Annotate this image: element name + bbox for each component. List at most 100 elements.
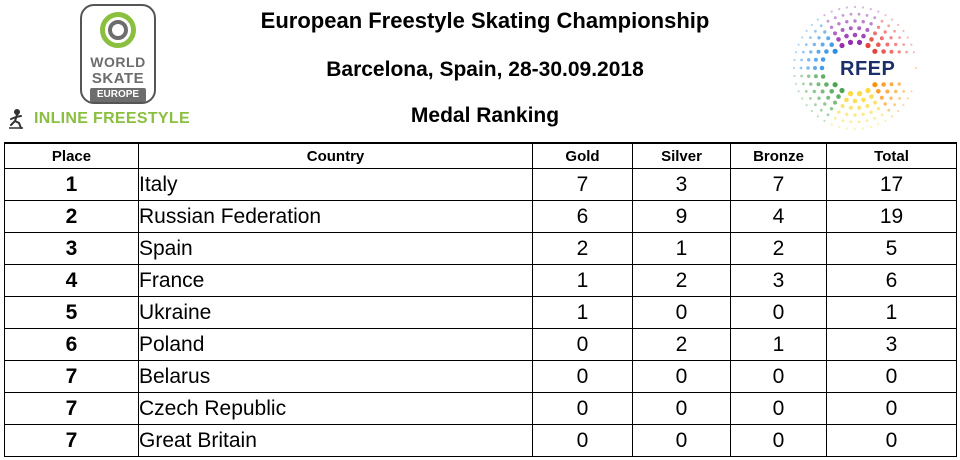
rfep-logo-dot [841,14,845,17]
rfep-logo-dot [906,97,909,100]
rfep-logo-dot [847,39,854,46]
rfep-logo-dot [823,119,826,122]
rfep-logo-dot [873,31,877,36]
rfep-logo-dot [877,10,880,13]
cell-total: 19 [826,200,957,233]
rfep-logo-dot [826,95,831,100]
rfep-logo-dot [801,97,804,100]
rfep-logo-dot [829,107,834,111]
rfep-logo-dot [802,50,805,54]
cell-bronze: 0 [730,360,827,393]
rfep-logo-dot [819,24,823,28]
cell-total: 0 [826,392,957,425]
rfep-logo-dot [841,119,845,122]
rfep-logo-dot [876,25,881,29]
column-header-country: Country [138,142,533,169]
cell-bronze: 0 [730,424,827,457]
cell-country: Russian Federation [138,200,533,233]
rfep-logo-dot [884,14,887,17]
rfep-logo [792,5,918,131]
table-row: 7 Belarus 0 0 0 0 [4,360,957,393]
rfep-logo-dot [820,74,826,79]
rfep-logo-dot [801,36,804,39]
rfep-logo-dot [813,66,817,70]
rfep-logo-text: RFEP [840,58,896,80]
table-row: 7 Czech Republic 0 0 0 0 [4,392,957,425]
rfep-logo-dot [876,89,881,94]
rfep-logo-dot [898,36,901,39]
rfep-logo-dot [872,48,878,54]
cell-total: 3 [826,328,957,361]
header: WORLD SKATE EUROPE INLINE FREESTYLE Euro… [0,0,960,140]
cell-country: Spain [138,232,533,265]
rfep-logo-dot [837,22,841,26]
rfep-logo-dot [809,36,812,39]
medal-ranking-table: Place Country Gold Silver Bronze Total 1… [4,142,957,457]
rfep-logo-dot [805,104,808,107]
rfep-logo-dot [861,20,865,24]
cell-country: Ukraine [138,296,533,329]
table-row: 4 France 1 2 3 6 [4,264,957,297]
rfep-logo-dot [844,97,849,103]
cell-place: 2 [4,200,139,233]
rfep-logo-dot [816,82,821,87]
rfep-logo-dot [889,49,894,54]
rfep-logo-dot [816,115,819,118]
rfep-logo-dot [873,116,877,120]
rfep-logo-dot [795,51,798,54]
rfep-logo-dot [833,16,837,20]
rfep-logo-dot [844,33,849,39]
cell-silver: 0 [632,392,731,425]
cell-gold: 0 [532,392,633,425]
rfep-logo-dot [816,18,819,21]
rfep-logo-dot [893,103,896,107]
cell-country: Czech Republic [138,392,533,425]
cell-country: Great Britain [138,424,533,457]
cell-gold: 7 [532,168,633,201]
cell-silver: 3 [632,168,731,201]
rfep-logo-dot [838,8,841,11]
rfep-logo-dot [807,58,811,62]
rfep-logo-dot [823,102,827,106]
rfep-logo-dot [826,36,831,41]
rfep-logo-dot [877,123,880,126]
rfep-logo-dot [897,23,900,26]
rfep-logo-dot [812,89,816,94]
location-date: Barcelona, Spain, 28-30.09.2018 [326,58,644,81]
rfep-logo-dot [865,87,871,94]
rfep-logo-dot [799,66,803,70]
cell-gold: 0 [532,360,633,393]
cell-total: 6 [826,264,957,297]
table-row: 1 Italy 7 3 7 17 [4,168,957,201]
rfep-logo-dot [793,58,796,62]
cell-place: 6 [4,328,139,361]
rfep-logo-dot [817,96,821,100]
cell-silver: 2 [632,328,731,361]
logo-europe-text: EUROPE [90,88,146,102]
rfep-logo-dot [809,97,812,100]
cell-bronze: 0 [730,296,827,329]
cell-silver: 2 [632,264,731,297]
page-title: European Freestyle Skating Championship [260,8,710,33]
rfep-logo-dot [820,57,826,62]
cell-total: 0 [826,360,957,393]
rfep-logo-dot [824,82,829,87]
rfep-logo-dot [833,116,837,120]
rfep-logo-dot [848,105,853,110]
rfep-logo-dot [852,98,858,104]
rfep-logo-dot [897,82,901,86]
rfep-logo-dot [840,28,845,32]
rfep-logo-dot [805,29,808,32]
column-header-gold: Gold [532,142,633,169]
rfep-logo-dot [820,42,825,47]
cell-gold: 6 [532,200,633,233]
cell-bronze: 1 [730,328,827,361]
rfep-logo-dot [853,5,857,9]
rfep-logo-dot [820,89,825,94]
rfep-logo-dot [813,74,818,79]
rfep-logo-dot [902,90,906,93]
rfep-logo-dot [881,49,886,54]
cell-bronze: 7 [730,168,827,201]
rfep-logo-dot [880,19,884,23]
rfep-logo-dot [865,104,870,108]
